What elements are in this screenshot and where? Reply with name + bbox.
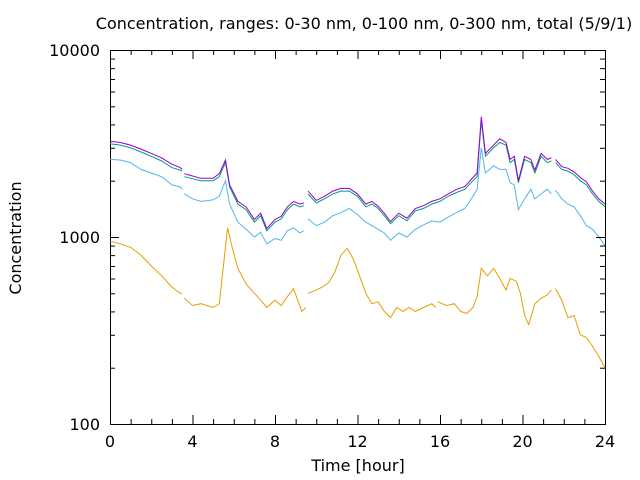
series-line-2 [109,147,606,246]
x-tick-label: 0 [105,432,115,451]
y-tick-label: 100 [69,415,100,434]
series-layer [109,116,606,368]
series-line-3 [109,120,606,232]
x-tick-label: 24 [595,432,615,451]
y-tick-label: 10000 [49,41,100,60]
series-line-1 [109,227,606,368]
y-tick-label: 1000 [59,228,100,247]
x-tick-label: 4 [187,432,197,451]
x-tick-label: 16 [430,432,450,451]
y-axis-label: Concentration [6,181,25,294]
x-tick-label: 8 [270,432,280,451]
chart-title: Concentration, ranges: 0-30 nm, 0-100 nm… [96,14,632,33]
series-line-4 [109,116,606,230]
x-tick-label: 12 [347,432,367,451]
x-tick-label: 20 [512,432,532,451]
ticks-layer: 0 4 8 12 16 20 24 100 1000 10000 [49,41,615,451]
plot-frame [110,50,606,425]
x-axis-label: Time [hour] [310,456,404,475]
